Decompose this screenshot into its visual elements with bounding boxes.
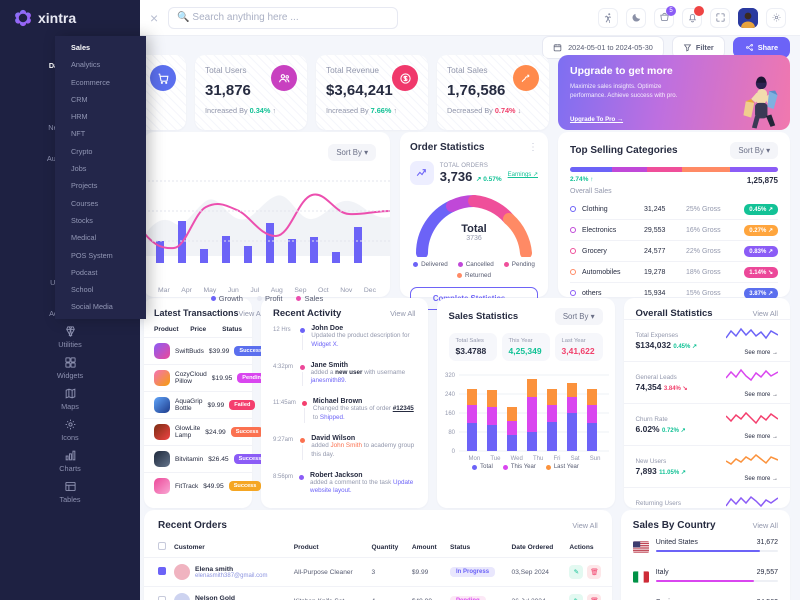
svg-text:80: 80 <box>448 430 455 436</box>
svg-text:320: 320 <box>444 373 455 379</box>
svg-text:240: 240 <box>444 392 455 398</box>
svg-text:0: 0 <box>451 449 455 455</box>
svg-text:160: 160 <box>444 411 455 417</box>
